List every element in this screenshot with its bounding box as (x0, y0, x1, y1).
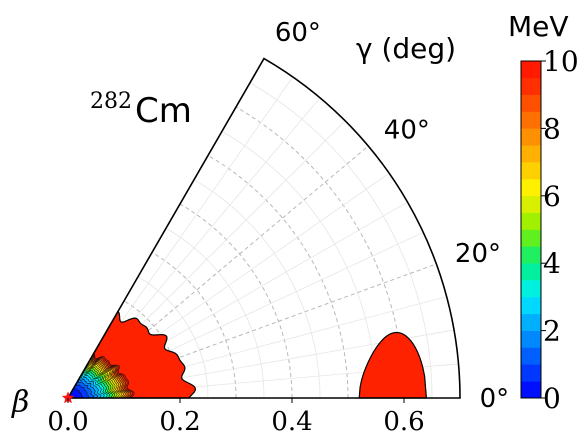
colorbar-segment (521, 263, 541, 281)
radial-tick-label: 0.4 (271, 407, 312, 437)
colorbar-segment (521, 212, 541, 230)
contour-outer-island (358, 331, 428, 399)
colorbar-segment (521, 162, 541, 180)
colorbar-segment (521, 280, 541, 298)
colorbar-segment (521, 145, 541, 163)
angular-tick-label: 0° (480, 384, 510, 414)
colorbar-segment (521, 61, 541, 79)
colorbar-segment (521, 347, 541, 365)
colorbar-segment (521, 246, 541, 264)
angular-tick-label: 40° (384, 116, 430, 146)
colorbar-segment (521, 77, 541, 95)
colorbar-segment (521, 296, 541, 315)
colorbar-segment (521, 94, 541, 112)
angular-tick-label: 60° (275, 18, 321, 48)
radial-axis-label: β (11, 385, 29, 420)
colorbar-segment (521, 381, 541, 399)
colorbar-segment (521, 313, 541, 331)
axis-ticks: 0.0 0.2 0.4 0.6 0° 20° 40° 60° (47, 18, 509, 437)
radial-tick-label: 0.6 (383, 407, 424, 437)
colorbar-segment (521, 330, 541, 348)
colorbar-frame (520, 60, 542, 399)
colorbar-tick-label: 4 (543, 247, 561, 280)
colorbar-segment (521, 364, 541, 382)
colorbar-tick-label: 8 (543, 112, 561, 145)
colorbar-segment (521, 178, 541, 197)
colorbar: 0 2 4 6 8 10 (520, 45, 579, 415)
contour-level (67, 387, 84, 399)
radial-tick-label: 0.0 (47, 407, 88, 437)
radial-tick-label: 0.2 (159, 407, 200, 437)
colorbar-segment (521, 229, 541, 247)
colorbar-segment (521, 111, 541, 129)
nucleus-element: Cm (135, 91, 192, 131)
colorbar-tick-label: 6 (543, 180, 561, 213)
angular-axis-label: γ (deg) (356, 32, 456, 65)
grid-arc (207, 155, 349, 399)
colorbar-segment (521, 195, 541, 213)
angular-tick-label: 20° (455, 239, 501, 269)
colorbar-tick-label: 10 (543, 45, 579, 78)
colorbar-segment (521, 128, 541, 146)
colorbar-tick-label: 2 (543, 315, 561, 348)
energy-contour-fill (66, 310, 428, 399)
nucleus-mass-number: 282 (90, 89, 132, 114)
colorbar-tick-label: 0 (543, 382, 561, 415)
wedge-outline (66, 57, 461, 399)
colorbar-title: MeV (508, 10, 569, 43)
grid-arc (179, 203, 293, 399)
